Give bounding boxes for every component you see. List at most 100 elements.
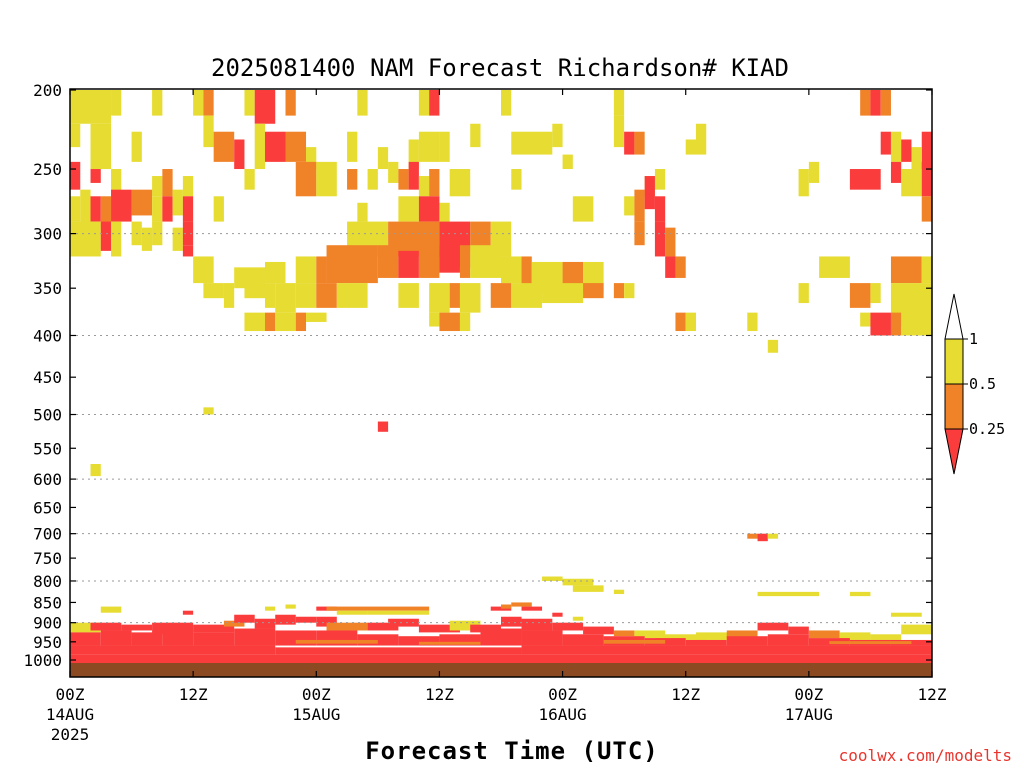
data-cells [70,90,932,664]
y-tick-label: 800 [33,572,62,591]
richardson-cell [182,245,194,257]
richardson-cell [152,622,194,635]
richardson-cell [398,636,440,646]
richardson-cell [613,115,625,148]
richardson-cell [470,221,491,251]
richardson-cell [429,312,440,327]
richardson-cell [624,196,635,216]
y-tick-label: 1000 [23,651,62,670]
richardson-cell [418,250,440,278]
richardson-cell [357,634,399,646]
richardson-cell [501,616,522,627]
richardson-cell [90,464,101,477]
richardson-cell [70,90,112,124]
richardson-cell [634,189,645,222]
ground-fill [70,663,932,677]
richardson-cell [880,90,891,116]
y-tick-label: 900 [33,614,62,633]
richardson-cell [100,606,122,613]
richardson-cell [654,196,666,222]
y-tick-label: 950 [33,633,62,652]
richardson-cell [870,90,881,116]
richardson-cell [398,169,409,190]
richardson-cell [90,169,101,183]
richardson-cell [583,626,614,635]
richardson-cell [470,245,501,278]
richardson-cell [542,576,563,581]
richardson-cell [316,283,337,308]
richardson-cell [316,161,337,197]
richardson-cell [398,250,419,278]
richardson-cell [131,189,153,216]
richardson-cell [819,256,850,278]
richardson-cell [418,176,430,197]
richardson-cell [295,256,317,284]
richardson-cell [244,283,265,299]
richardson-cell [254,618,276,629]
richardson-cell [182,221,194,246]
richardson-cell [470,624,501,633]
richardson-cell [285,90,296,116]
richardson-cell [326,245,378,284]
richardson-cell [624,283,635,299]
color-legend: 1 0.5 0.25 [944,293,1005,475]
richardson-cell [501,90,512,116]
legend-swatch-0.25-0.5 [944,383,964,430]
richardson-cell [90,196,101,222]
richardson-cell [860,312,871,327]
richardson-cell [203,283,224,299]
richardson-cell [624,131,635,155]
richardson-cell [747,533,758,539]
richardson-cell [798,283,809,304]
richardson-cell [798,169,809,197]
x-tick-label: 12Z [918,685,947,704]
richardson-cell [285,604,296,609]
richardson-cell [408,139,419,170]
y-tick-label: 250 [33,160,62,179]
richardson-cell [849,283,871,308]
richardson-cell [193,90,204,116]
richardson-cell [562,154,573,170]
x-tick-label: 00Z [548,685,577,704]
richardson-cell [829,641,912,645]
richardson-cell [398,196,419,222]
richardson-cell [654,221,666,257]
richardson-cell [357,202,368,222]
richardson-cell [808,630,840,639]
richardson-cell [234,267,265,289]
richardson-cell [890,256,922,284]
y-tick-label: 850 [33,593,62,612]
richardson-cell [901,312,932,336]
richardson-cell [316,616,337,627]
richardson-cell [501,604,512,609]
x-tick-label: 00Z [56,685,85,704]
richardson-cell [572,196,594,222]
richardson-cell [182,196,194,222]
richardson-cell [459,245,471,278]
richardson-cell [521,645,932,655]
richardson-cell [418,641,481,645]
richardson-cell [613,90,625,116]
richardson-cell [613,589,625,595]
credit-text: coolwx.com/modelts [839,746,1012,765]
richardson-cell [439,202,450,228]
richardson-cell [890,612,922,617]
richardson-cell [111,221,122,257]
richardson-cell [141,227,153,251]
richardson-cell [901,169,922,197]
richardson-cell [162,196,173,222]
richardson-cell [264,606,276,611]
richardson-cell [70,645,276,655]
richardson-cell [193,632,235,646]
richardson-cell [439,131,450,162]
richardson-cell [849,169,881,190]
richardson-cell [695,123,707,140]
richardson-cell [449,620,481,631]
richardson-cell [880,131,891,155]
y-tick-label: 650 [33,498,62,517]
richardson-cell [901,139,912,162]
richardson-cell [285,131,307,162]
x-tick-date-label: 17AUG [785,705,833,724]
richardson-cell [459,283,481,313]
